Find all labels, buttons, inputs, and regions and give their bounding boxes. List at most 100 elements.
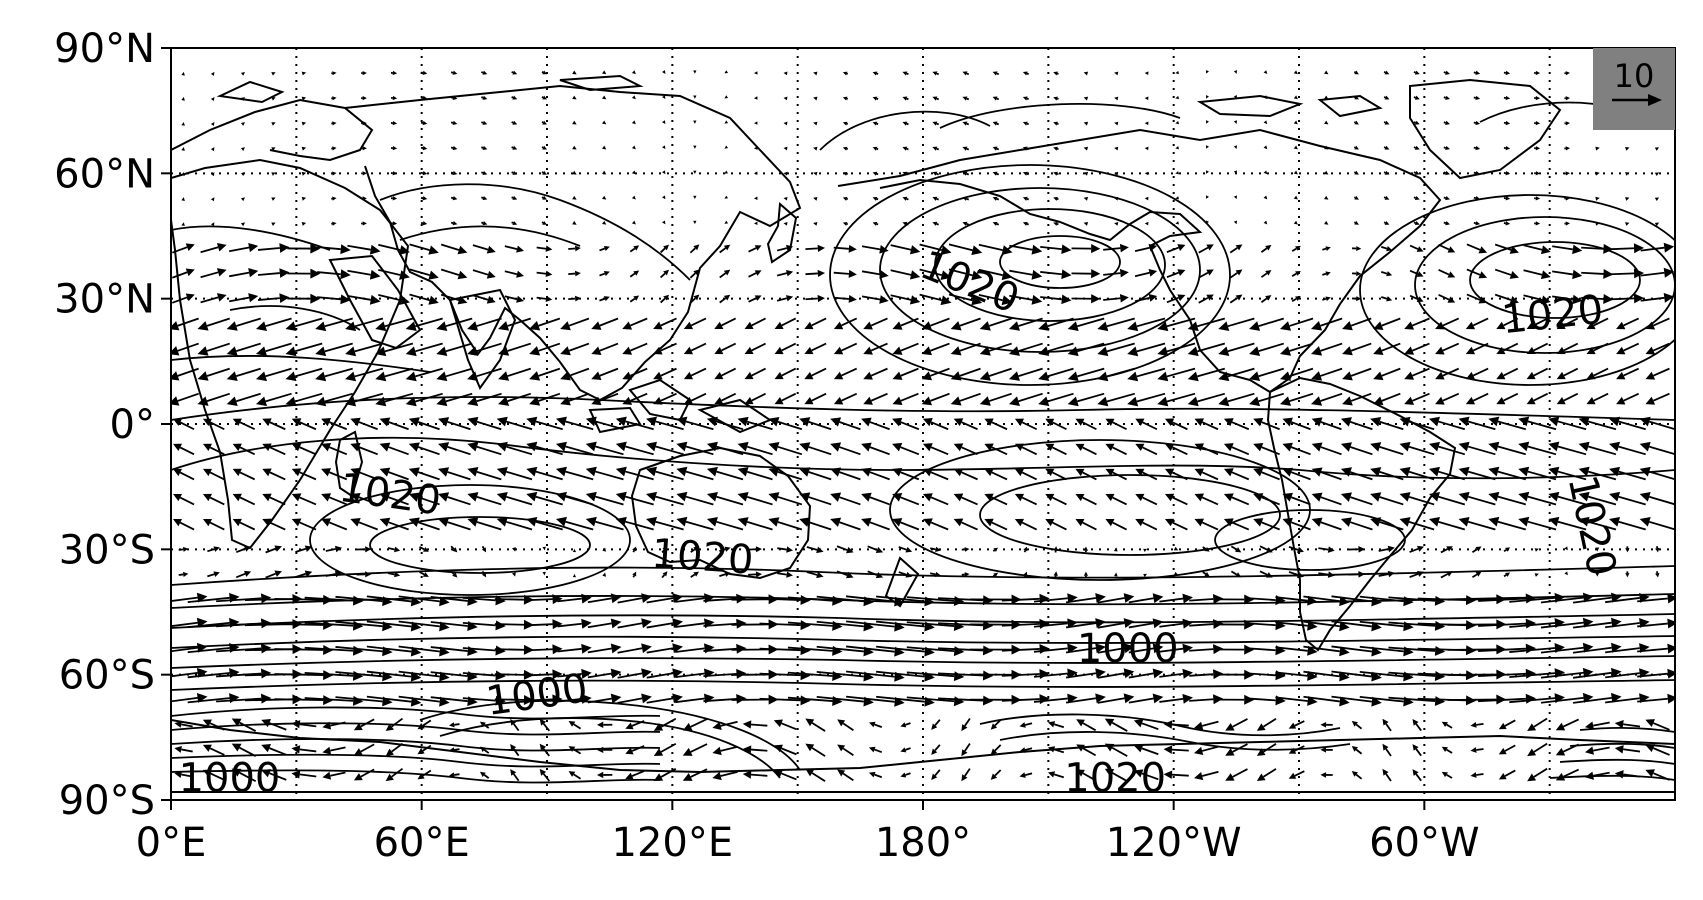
wind-arrow bbox=[1128, 643, 1164, 654]
wind-arrow bbox=[587, 643, 622, 654]
x-tick-label: 120°E bbox=[612, 820, 734, 866]
wind-arrow bbox=[599, 245, 610, 252]
wind-arrow bbox=[1293, 145, 1298, 150]
wind-arrow bbox=[1540, 692, 1594, 704]
wind-arrow bbox=[646, 643, 683, 654]
wind-arrow bbox=[511, 195, 518, 200]
wind-arrow bbox=[662, 70, 666, 74]
wind-arrow bbox=[1412, 744, 1422, 757]
wind-arrow bbox=[1581, 243, 1614, 254]
wind-arrow bbox=[1382, 743, 1392, 757]
wind-arrow bbox=[1194, 493, 1219, 506]
wind-arrow bbox=[872, 171, 879, 176]
x-tick-label: 180° bbox=[875, 820, 971, 866]
wind-arrow bbox=[1370, 492, 1404, 506]
wind-arrow bbox=[232, 443, 256, 456]
wind-arrow bbox=[1637, 668, 1675, 679]
wind-arrow bbox=[625, 720, 645, 730]
wind-arrow bbox=[408, 417, 440, 431]
wind-arrow bbox=[1038, 367, 1074, 382]
wind-arrow bbox=[496, 416, 533, 431]
wind-arrow bbox=[703, 668, 747, 679]
wind-arrow bbox=[1065, 618, 1106, 629]
wind-arrow bbox=[842, 146, 849, 151]
wind-arrow bbox=[1097, 668, 1135, 679]
wind-arrow bbox=[1067, 317, 1105, 332]
wind-arrow bbox=[1610, 243, 1645, 254]
wind-arrow bbox=[210, 172, 215, 177]
wind-arrow bbox=[1253, 518, 1280, 531]
wind-arrow bbox=[256, 317, 292, 331]
quiver-key-box bbox=[1593, 48, 1675, 130]
wind-arrow bbox=[776, 270, 794, 277]
wind-arrow bbox=[572, 70, 577, 75]
wind-arrow bbox=[174, 720, 193, 728]
wind-arrow bbox=[1503, 120, 1511, 126]
wind-arrow bbox=[1256, 768, 1277, 781]
wind-arrow bbox=[737, 492, 773, 506]
wind-arrow bbox=[682, 768, 708, 781]
wind-arrow bbox=[1229, 294, 1243, 304]
wind-arrow bbox=[315, 342, 353, 357]
wind-arrow bbox=[950, 342, 981, 356]
wind-arrow bbox=[1409, 294, 1424, 302]
wind-arrow bbox=[1370, 442, 1404, 456]
wind-arrow bbox=[356, 571, 372, 578]
wind-arrow bbox=[405, 392, 443, 407]
wind-arrow bbox=[216, 668, 272, 679]
wind-arrow bbox=[900, 747, 911, 753]
wind-arrow bbox=[1202, 546, 1210, 552]
wind-arrow bbox=[833, 269, 857, 278]
wind-arrow bbox=[596, 721, 613, 728]
wind-arrow bbox=[271, 172, 276, 176]
wind-arrow bbox=[1404, 342, 1430, 355]
wind-arrow bbox=[409, 268, 439, 280]
wind-arrow bbox=[438, 417, 471, 431]
wind-arrow bbox=[1303, 670, 1350, 682]
wind-arrow bbox=[1526, 317, 1549, 329]
wind-arrow bbox=[768, 517, 803, 531]
wind-arrow bbox=[479, 746, 490, 754]
wind-arrow bbox=[1503, 572, 1511, 578]
wind-arrow bbox=[1353, 95, 1359, 100]
wind-arrow bbox=[232, 518, 256, 531]
wind-arrow bbox=[1194, 443, 1219, 456]
wind-arrow bbox=[1143, 573, 1148, 578]
wind-arrow bbox=[322, 721, 346, 730]
wind-arrow bbox=[1113, 572, 1118, 577]
wind-arrow bbox=[706, 491, 744, 506]
wind-arrow bbox=[536, 295, 553, 303]
wind-arrow bbox=[1443, 145, 1450, 151]
wind-arrow bbox=[226, 342, 261, 356]
wind-arrow bbox=[629, 245, 640, 253]
wind-arrow bbox=[830, 467, 861, 481]
wind-arrow bbox=[1352, 296, 1362, 302]
wind-arrow bbox=[291, 745, 317, 754]
wind-arrow bbox=[921, 367, 950, 381]
wind-arrow bbox=[331, 221, 337, 226]
wind-arrow bbox=[1428, 517, 1466, 531]
wind-arrow bbox=[1496, 342, 1519, 355]
wind-arrow bbox=[1503, 145, 1511, 151]
wind-arrow bbox=[438, 517, 471, 531]
wind-arrow bbox=[1318, 571, 1335, 578]
wind-arrow bbox=[1303, 595, 1350, 607]
wind-arrow bbox=[197, 317, 230, 331]
wind-arrow bbox=[661, 571, 668, 579]
wind-arrow bbox=[510, 718, 520, 732]
wind-arrow bbox=[631, 170, 636, 175]
wind-arrow bbox=[662, 120, 666, 125]
wind-arrow bbox=[572, 548, 577, 553]
wind-arrow bbox=[753, 146, 758, 150]
wind-arrow bbox=[1409, 244, 1424, 252]
wind-arrow bbox=[304, 670, 364, 681]
wind-arrow bbox=[171, 293, 195, 304]
wind-arrow bbox=[900, 722, 911, 728]
wind-arrow bbox=[1014, 418, 1038, 431]
wind-arrow bbox=[992, 171, 1000, 176]
wind-arrow bbox=[1194, 468, 1219, 481]
wind-arrow bbox=[385, 767, 404, 782]
wind-arrow bbox=[462, 695, 506, 706]
wind-arrow bbox=[978, 243, 1013, 255]
wind-arrow bbox=[325, 570, 343, 578]
